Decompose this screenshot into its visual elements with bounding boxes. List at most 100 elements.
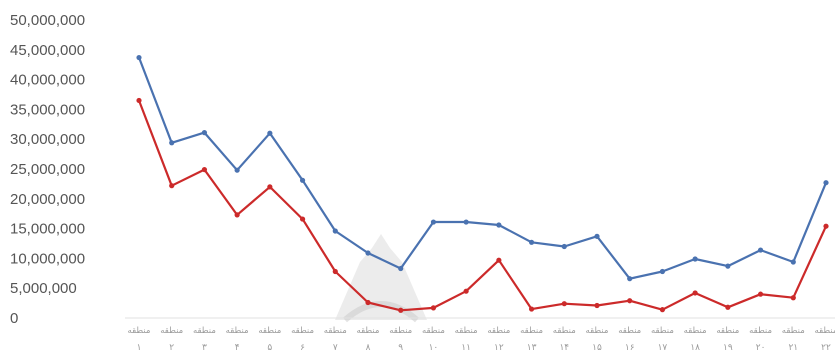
series-2-point [496, 257, 502, 263]
y-tick-label: 25,000,000 [10, 161, 85, 178]
x-tick-number: ۴ [235, 343, 240, 352]
x-tick-label: منطقه [455, 326, 478, 336]
y-tick-label: 45,000,000 [10, 42, 85, 59]
x-tick-number: ۱۹ [723, 343, 733, 352]
x-tick-label: منطقه [422, 326, 445, 336]
series-2-point [627, 298, 633, 304]
series-1-point [594, 233, 600, 239]
series-2-point [790, 295, 796, 301]
x-tick-label: منطقه [815, 326, 835, 336]
series-1-point [790, 259, 796, 265]
series-2-point [169, 183, 175, 189]
x-tick-label: منطقه [520, 326, 543, 336]
series-1-point [463, 219, 469, 225]
x-tick-label: منطقه [226, 326, 249, 336]
x-tick-label: منطقه [128, 326, 151, 336]
series-2-point [659, 307, 666, 313]
x-tick-label: منطقه [487, 326, 510, 336]
series-1-point [725, 263, 731, 269]
y-axis-labels: 0 5,000,000 10,000,000 15,000,000 20,000,000… [10, 12, 85, 327]
x-tick-number: ۱ [137, 343, 142, 352]
series-2-point [463, 288, 469, 294]
series-2-point [757, 291, 764, 297]
x-tick-label: منطقه [716, 326, 739, 336]
series-1-point [398, 265, 404, 272]
series-1-point [234, 167, 240, 173]
x-tick-label: منطقه [651, 326, 674, 336]
series-2-point [398, 307, 404, 313]
y-tick-label: 10,000,000 [10, 250, 85, 267]
x-tick-label: منطقه [193, 326, 216, 336]
x-tick-number: ۲۰ [756, 343, 766, 352]
y-tick-label: 0 [10, 310, 18, 327]
x-tick-number: ۶ [300, 343, 305, 352]
x-tick-label: منطقه [586, 326, 609, 336]
series-2-point [299, 216, 306, 222]
x-tick-number: ۹ [398, 343, 403, 352]
x-tick-label: منطقه [291, 326, 314, 336]
series-line-1 [137, 56, 828, 280]
y-tick-label: 50,000,000 [10, 12, 85, 29]
x-tick-number: ۱۶ [625, 343, 635, 352]
x-tick-label: منطقه [749, 326, 772, 336]
series-1-point [561, 243, 567, 250]
x-tick-label: منطقه [618, 326, 641, 336]
x-tick-number: ۱۳ [527, 343, 537, 352]
series-layer [125, 54, 835, 319]
series-1-point [201, 130, 208, 136]
series-2-point [823, 223, 829, 229]
series-1-point [267, 130, 273, 136]
series-1-point [332, 228, 338, 234]
y-tick-label: 40,000,000 [10, 72, 85, 89]
x-tick-label: منطقه [357, 326, 380, 336]
series-line-2 [137, 99, 828, 312]
series-2-point [234, 212, 240, 218]
series-1-point [299, 177, 306, 183]
x-tick-number: ۷ [333, 343, 338, 352]
x-tick-number: ۱۸ [690, 343, 700, 352]
series-2-point [136, 97, 142, 104]
x-tick-number: ۲ [169, 343, 174, 352]
x-tick-number: ۱۲ [494, 343, 504, 352]
series-2-point [267, 184, 273, 190]
series-1-point [659, 268, 666, 275]
series-2-point [332, 268, 338, 275]
series-2-point [365, 299, 371, 306]
series-2-point [561, 301, 567, 307]
series-2-point [594, 302, 600, 309]
series-1-point [528, 239, 535, 245]
series-1-point [496, 222, 502, 228]
series-1-point [757, 247, 764, 253]
y-tick-label: 35,000,000 [10, 101, 85, 118]
x-tick-number: ۱۷ [658, 343, 668, 352]
series-2-point [692, 290, 698, 296]
series-1-point [627, 276, 633, 282]
series-1-point [365, 250, 371, 256]
series-2-point [430, 305, 437, 311]
x-tick-number: ۸ [366, 343, 371, 352]
y-tick-label: 5,000,000 [10, 280, 77, 297]
x-tick-number: ۱۰ [429, 343, 439, 352]
series-1-point [823, 180, 829, 186]
x-tick-label: منطقه [324, 326, 347, 336]
x-tick-number: ۱۴ [559, 343, 569, 352]
watermark-logo [335, 234, 427, 323]
x-tick-number: ۲۲ [821, 343, 831, 352]
y-tick-label: 30,000,000 [10, 131, 85, 148]
series-1-point [430, 219, 437, 225]
x-tick-number: ۱۱ [461, 343, 471, 352]
series-2-point [201, 166, 208, 173]
series-1-point [136, 54, 142, 61]
x-tick-label: منطقه [782, 326, 805, 336]
x-tick-label: منطقه [389, 326, 412, 336]
x-tick-number: ۵ [267, 343, 272, 352]
x-axis-labels: منطقه ۱ منطقه ۲ منطقه ۳ منطقه ۴ منطقه ۵ منطقه ۶ منطق… [128, 326, 835, 352]
x-tick-label: منطقه [684, 326, 707, 336]
series-2-point [528, 306, 535, 312]
x-tick-label: منطقه [553, 326, 576, 336]
x-tick-number: ۳ [202, 343, 207, 352]
x-tick-label: منطقه [160, 326, 183, 336]
y-tick-label: 20,000,000 [10, 191, 85, 208]
series-1-point [169, 140, 175, 146]
